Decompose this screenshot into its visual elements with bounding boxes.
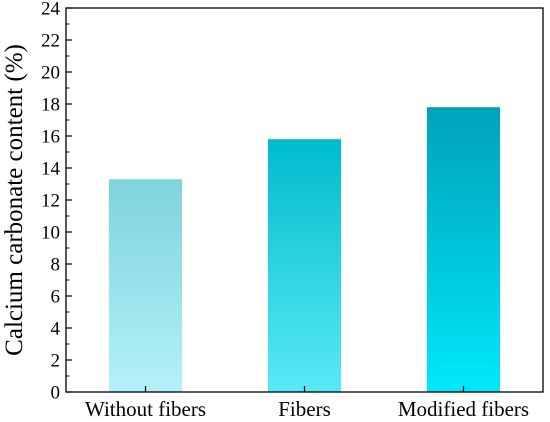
x-tick-label: Without fibers — [85, 397, 206, 421]
plot-frame — [65, 7, 544, 393]
x-tick-label: Modified fibers — [398, 397, 529, 421]
y-tick-label: 12 — [41, 191, 60, 212]
bar-fibers — [267, 139, 342, 392]
bar-without-fibers — [108, 179, 183, 392]
bars-group — [108, 107, 501, 392]
y-tick-label: 2 — [51, 351, 61, 372]
y-tick-label: 22 — [41, 31, 60, 52]
y-tick-label: 16 — [41, 127, 60, 148]
y-tick-label: 24 — [41, 0, 61, 20]
y-tick-label: 20 — [41, 63, 60, 84]
y-tick-label: 14 — [41, 159, 61, 180]
x-tick-label: Fibers — [278, 397, 331, 421]
y-tick-label: 18 — [41, 95, 60, 116]
x-ticks-group: Without fibers Fibers Modified fibers — [85, 386, 529, 421]
bar-modified-fibers — [426, 107, 501, 392]
y-axis-label: Calcium carbonate content (%) — [1, 44, 28, 356]
y-tick-label: 8 — [51, 255, 61, 276]
y-tick-label: 10 — [41, 223, 60, 244]
y-tick-label: 6 — [51, 287, 61, 308]
y-tick-label: 0 — [51, 383, 61, 404]
y-tick-label: 4 — [51, 319, 61, 340]
